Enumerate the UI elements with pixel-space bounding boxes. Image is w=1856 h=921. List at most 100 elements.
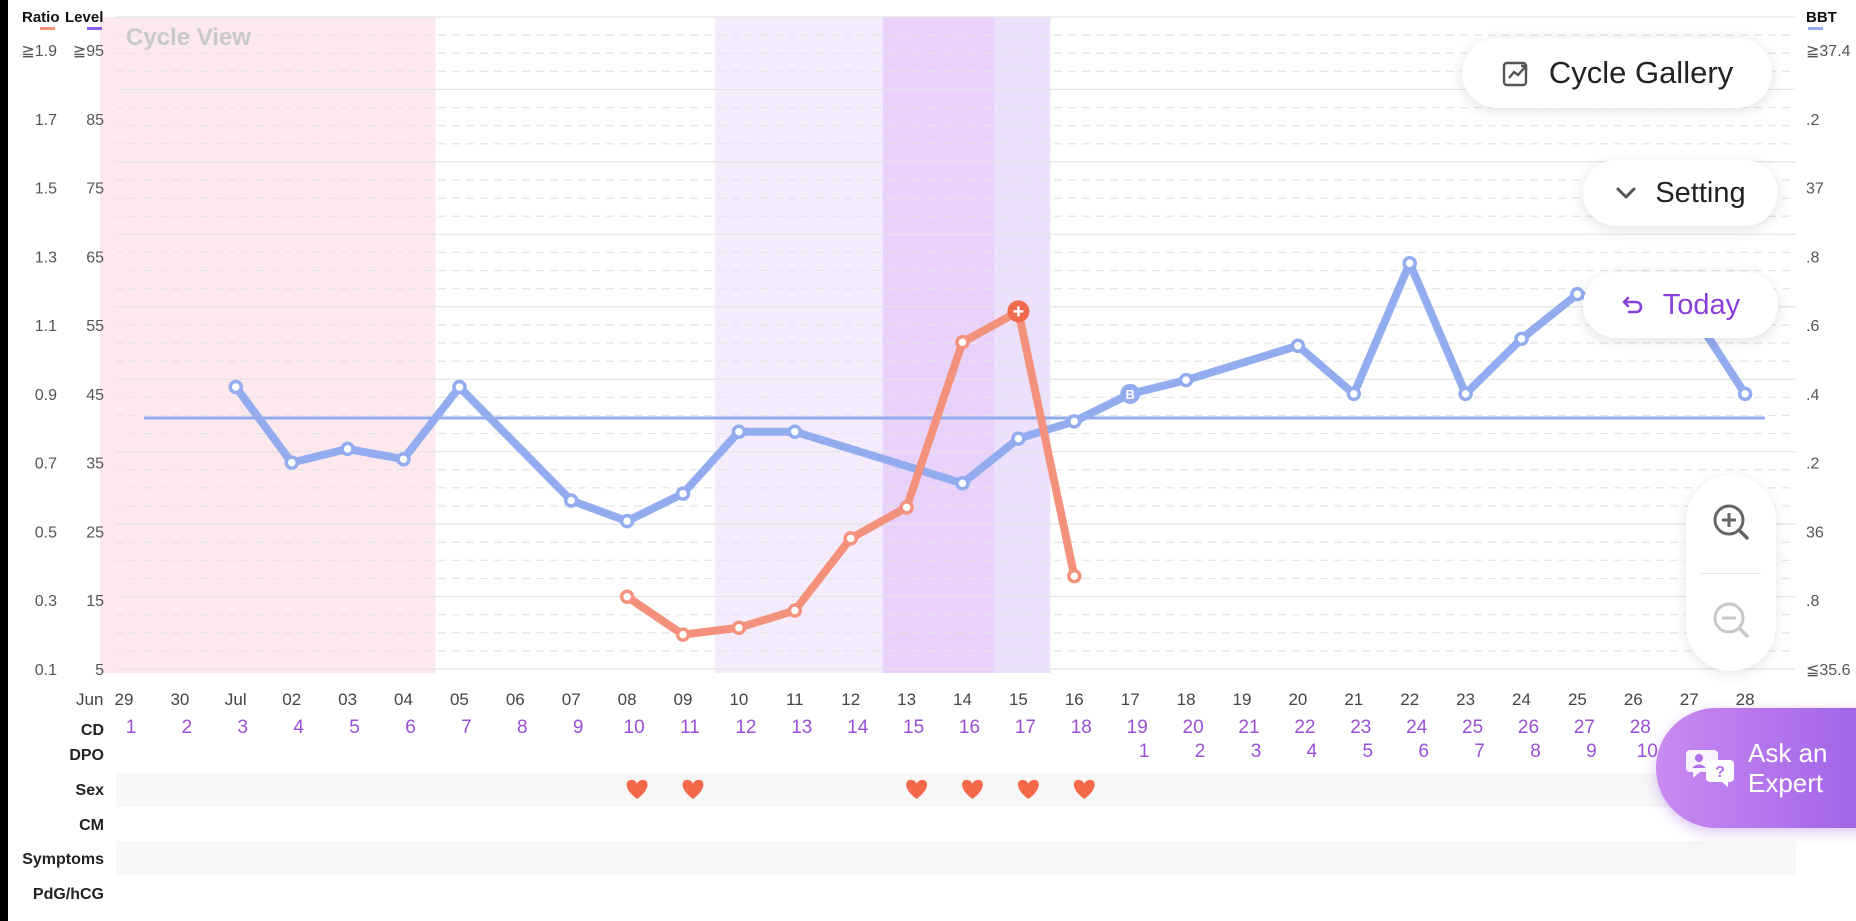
cd-value: 27 — [1574, 717, 1595, 738]
ask-expert-button[interactable]: ? Ask an Expert — [1656, 708, 1856, 828]
heart-icon — [962, 779, 983, 799]
lh-peak-plus — [1013, 306, 1024, 317]
dpo-value: 3 — [1251, 741, 1262, 762]
heart-icon — [906, 779, 928, 799]
dpo-value: 7 — [1474, 741, 1485, 762]
bbt-point — [1458, 386, 1473, 402]
date-label: 20 — [1288, 690, 1307, 709]
level-tick: 25 — [86, 524, 104, 541]
band-ovulation — [882, 17, 995, 673]
chart-title: Cycle View — [126, 24, 251, 51]
ratio-tick: 0.7 — [35, 456, 57, 473]
zoom-out-icon — [1711, 600, 1751, 645]
zoom-in-icon — [1711, 502, 1751, 547]
svg-text:?: ? — [1715, 764, 1725, 781]
bbt-tick: 36 — [1806, 524, 1824, 541]
date-label: 19 — [1233, 690, 1252, 709]
date-label: 24 — [1512, 690, 1531, 709]
heart-icon — [1017, 779, 1039, 799]
bbt-tick: .2 — [1806, 456, 1819, 473]
cd-value: 24 — [1406, 717, 1428, 738]
bbt-point — [619, 513, 635, 529]
cd-value: 21 — [1238, 717, 1259, 738]
cd-value: 18 — [1071, 717, 1092, 738]
date-label: 25 — [1568, 690, 1587, 709]
cd-value: 5 — [349, 717, 360, 738]
bbt-point — [731, 424, 747, 439]
date-label: 08 — [618, 690, 637, 709]
date-label: 28 — [1736, 690, 1755, 709]
cycle-gallery-button[interactable]: Cycle Gallery — [1462, 38, 1772, 108]
cd-value: 23 — [1350, 717, 1371, 738]
cd-value: 2 — [182, 717, 193, 738]
bbt-tick: ≧37.4 — [1806, 43, 1851, 60]
level-tick: 75 — [86, 181, 104, 198]
bbt-point — [1402, 255, 1417, 271]
pdg-row-label: PdG/hCG — [33, 886, 104, 903]
series: B — [144, 255, 1765, 642]
dpo-value: 4 — [1307, 741, 1318, 762]
lh-point — [1067, 568, 1082, 584]
level-axis-label: Level — [65, 9, 103, 26]
level-tick: 35 — [86, 456, 104, 473]
today-button[interactable]: Today — [1583, 272, 1778, 338]
row-background — [116, 773, 1796, 807]
ratio-tick: ≧1.9 — [21, 43, 57, 60]
cd-value: 8 — [517, 717, 528, 738]
lh-point — [619, 589, 635, 605]
cd-value: 7 — [461, 717, 472, 738]
cd-value: 12 — [735, 717, 756, 738]
bbt-point — [1346, 386, 1362, 402]
cd-value: 1 — [126, 717, 137, 738]
cd-value: 20 — [1183, 717, 1204, 738]
cd-value: 13 — [791, 717, 812, 738]
cd-value: 10 — [624, 717, 645, 738]
cd-value: 17 — [1015, 717, 1036, 738]
ratio-legend-swatch — [40, 27, 55, 30]
phase-bands — [100, 17, 1051, 673]
cd-value: 19 — [1127, 717, 1148, 738]
bbt-legend-swatch — [1808, 27, 1823, 30]
cycle-gallery-label: Cycle Gallery — [1548, 55, 1734, 90]
cd-value: 4 — [293, 717, 304, 738]
cd-value: 28 — [1630, 717, 1651, 738]
bbt-point-b — [1120, 383, 1141, 404]
level-tick: 5 — [95, 662, 104, 679]
date-label: 10 — [729, 690, 748, 709]
cm-row-label: CM — [79, 817, 104, 834]
setting-button[interactable]: Setting — [1583, 160, 1778, 226]
y-axes: ≧1.9 ≧95 ≧37.4 1.7 85 .2 1.5 75 37 1.3 65 .8 1.1 55 .6… — [21, 43, 1850, 679]
date-label: 27 — [1680, 690, 1699, 709]
cd-value: 22 — [1294, 717, 1315, 738]
bbt-point — [1514, 331, 1529, 347]
level-tick: 55 — [86, 318, 104, 335]
heart-icon — [682, 779, 704, 799]
cd-value: 11 — [680, 717, 700, 738]
bbt-point — [1178, 372, 1194, 388]
screen-edge — [0, 0, 8, 921]
bbt-tick: .6 — [1806, 318, 1819, 335]
bbt-point — [228, 379, 244, 395]
date-label: 21 — [1344, 690, 1363, 709]
date-label: 02 — [282, 690, 301, 709]
bbt-axis-label: BBT — [1806, 9, 1837, 26]
zoom-in-button[interactable] — [1686, 475, 1776, 573]
bbt-point — [1290, 338, 1306, 353]
zoom-out-button[interactable] — [1686, 573, 1776, 671]
bbt-point — [396, 451, 411, 467]
date-label: 22 — [1400, 690, 1419, 709]
date-label: 16 — [1065, 690, 1084, 709]
month-label: Jun — [76, 690, 103, 709]
cd-value: 15 — [903, 717, 924, 738]
ask-expert-label: Ask an Expert — [1748, 738, 1828, 798]
bbt-tick: .8 — [1806, 593, 1819, 610]
dpo-value: 2 — [1195, 741, 1206, 762]
bbt-point-b-label: B — [1126, 387, 1135, 402]
dpo-value: 9 — [1586, 741, 1597, 762]
cd-value: 3 — [238, 717, 249, 738]
zoom-controls — [1686, 475, 1776, 671]
level-tick: 15 — [86, 593, 104, 610]
row-background — [116, 841, 1796, 875]
lh-point — [843, 531, 858, 546]
